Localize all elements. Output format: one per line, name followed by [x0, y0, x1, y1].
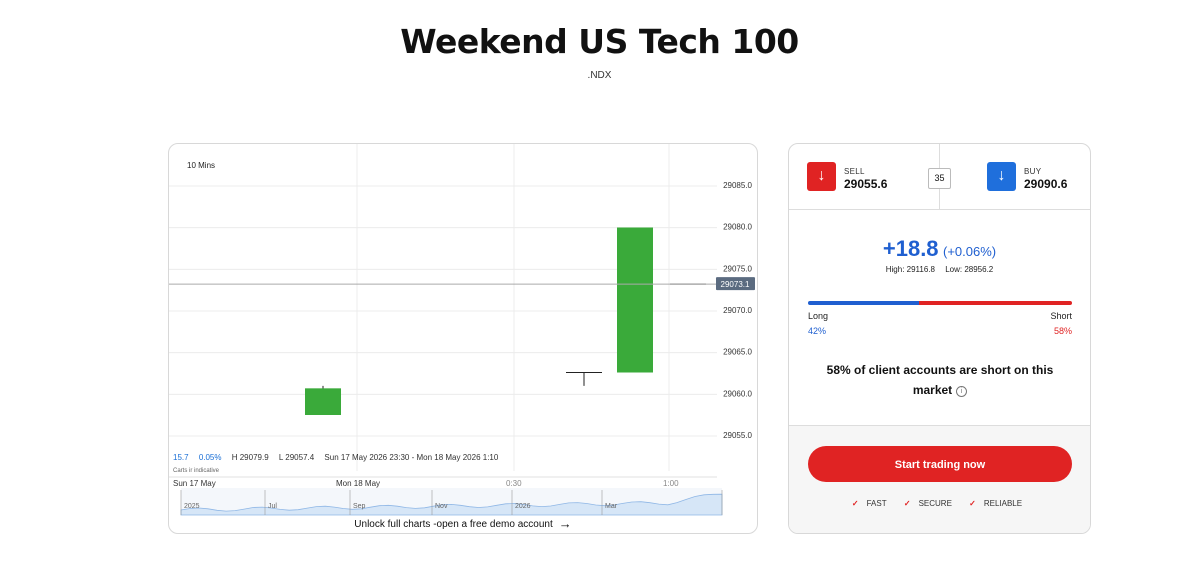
navigator-label: Jul: [268, 503, 277, 510]
price-change: +18.8 (+0.06%): [789, 236, 1090, 262]
change-pct: (+0.06%): [943, 244, 997, 259]
check-icon: ✓: [969, 499, 976, 508]
short-bar: [918, 301, 1072, 305]
navigator-label: 2026: [515, 503, 531, 510]
sell-price[interactable]: 29055.6: [844, 177, 888, 191]
navigator-series: [180, 493, 723, 516]
spread-badge: 35: [928, 168, 951, 189]
arrow-right-icon: →: [558, 516, 572, 531]
y-tick-label: 29085.0: [723, 181, 752, 190]
chart-panel[interactable]: 29085.0 29080.0 29075.0 29070.0 29065.0 29060…: [168, 143, 758, 534]
sell-button[interactable]: ↓: [807, 162, 836, 191]
day-high: High: 29116.8: [885, 265, 935, 274]
navigator-label: Mar: [605, 503, 618, 510]
time-label: 0:30: [506, 479, 522, 488]
buy-label: BUY: [1024, 167, 1042, 176]
time-label: Sun 17 May: [173, 479, 216, 488]
navigator-label: Sep: [353, 503, 366, 510]
long-bar: [808, 301, 919, 305]
client-text: 58% of client accounts are short on this…: [826, 363, 1054, 397]
long-pct: 42%: [808, 326, 827, 336]
stat-high: H 29079.9: [231, 453, 269, 462]
feature-list: ✓ FAST ✓ SECURE ✓ RELIABLE: [789, 499, 1090, 508]
current-price-label: 29073.1: [721, 280, 750, 289]
y-tick-label: 29060.0: [723, 389, 752, 398]
time-label: Mon 18 May: [336, 479, 381, 488]
check-icon: ✓: [903, 499, 911, 508]
stat-range: Sun 17 May 2026 23:30 - Mon 18 May 2026 …: [324, 453, 499, 462]
y-tick-label: 29075.0: [723, 264, 752, 273]
navigator-label: 2025: [184, 503, 200, 510]
check-icon: ✓: [851, 499, 859, 508]
y-tick-label: 29080.0: [723, 223, 752, 232]
navigator-label: Nov: [435, 503, 448, 510]
high-low: High: 29116.8 Low: 28956.2: [789, 265, 1090, 274]
chart-interval[interactable]: 10 Mins: [187, 161, 216, 170]
stat-low: L 29057.4: [278, 453, 315, 462]
candle: [617, 227, 653, 373]
y-tick-label: 29070.0: [723, 306, 752, 315]
trade-panel: ↓ SELL 29055.6 35 ↓ BUY 29090.6 +18.8 (+…: [788, 143, 1091, 534]
long-label: Long: [808, 311, 829, 321]
stat-change: 15.7: [173, 453, 189, 462]
sell-label: SELL: [844, 167, 865, 176]
start-trading-button[interactable]: Start trading now: [808, 446, 1072, 482]
buy-button[interactable]: ↓: [987, 162, 1016, 191]
feature-item: ✓ SECURE: [904, 499, 957, 508]
sentiment-bar: [808, 301, 1072, 305]
arrow-down-icon: ↓: [997, 167, 1006, 184]
short-label: Short: [1050, 311, 1072, 321]
buy-price[interactable]: 29090.6: [1024, 177, 1068, 191]
stat-change-pct: 0.05%: [198, 453, 222, 462]
current-price-tag: [716, 277, 755, 291]
info-icon[interactable]: i: [956, 386, 968, 397]
time-label: 1:00: [663, 479, 679, 488]
day-low: Low: 28956.2: [945, 265, 994, 274]
y-tick-label: 29065.0: [723, 348, 752, 357]
client-sentiment-text: 58% of client accounts are short on this…: [809, 360, 1071, 400]
feature-item: ✓ RELIABLE: [969, 499, 1027, 508]
arrow-down-icon: ↓: [817, 167, 826, 184]
y-tick-label: 29055.0: [723, 431, 752, 440]
unlock-text: Unlock full charts -open a free demo acc…: [354, 519, 553, 530]
short-pct: 58%: [1053, 326, 1072, 336]
chart-stats: 15.7 0.05% H 29079.9 L 29057.4 Sun 17 Ma…: [173, 453, 506, 462]
feature-label: SECURE: [918, 499, 952, 508]
change-value: +18.8: [882, 236, 939, 261]
feature-label: FAST: [866, 499, 887, 508]
feature-item: ✓ FAST: [852, 499, 892, 508]
candle: [305, 388, 341, 415]
unlock-charts-link[interactable]: Unlock full charts -open a free demo acc…: [169, 516, 757, 531]
divider: [789, 425, 1090, 426]
indicative-note: Carts ir indicative: [173, 468, 220, 474]
divider: [789, 209, 1090, 210]
price-chart[interactable]: 29085.0 29080.0 29075.0 29070.0 29065.0 29060…: [169, 144, 757, 533]
page-title: Weekend US Tech 100: [400, 22, 799, 61]
instrument-symbol: .NDX: [587, 70, 612, 81]
feature-label: RELIABLE: [983, 499, 1023, 508]
